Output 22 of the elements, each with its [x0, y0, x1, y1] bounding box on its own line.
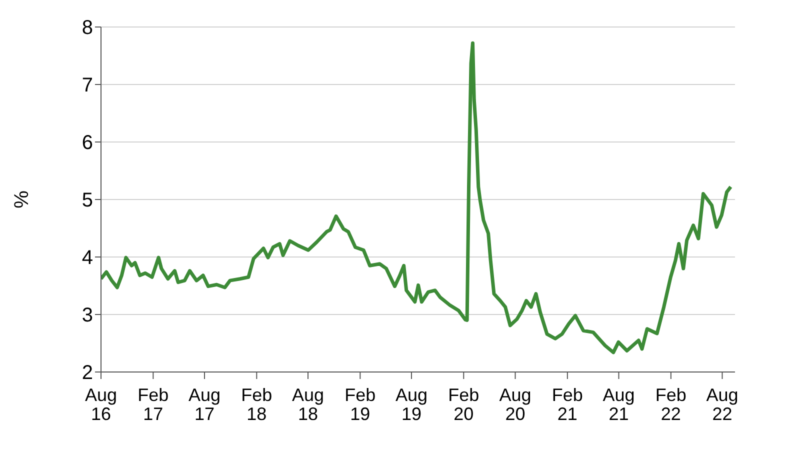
x-tick-label: Feb 19: [344, 385, 376, 424]
y-tick-label: 3: [82, 304, 93, 327]
x-tick-label: Aug 22: [706, 385, 738, 424]
x-tick-label: Feb 18: [241, 385, 272, 424]
x-tick-label: Feb 21: [552, 385, 583, 424]
x-tick-label: Aug 20: [499, 385, 532, 424]
y-tick-label: 5: [82, 190, 93, 212]
x-tick-label: Aug 17: [188, 385, 221, 424]
x-tick-label: Feb 17: [138, 385, 169, 424]
y-tick-label: 7: [82, 74, 93, 97]
x-tick-label: Aug 19: [395, 385, 428, 424]
x-tick-label: Aug 21: [602, 385, 635, 424]
x-tick-label: Aug 16: [84, 385, 118, 424]
x-tick-label: Feb 22: [655, 385, 686, 424]
y-tick-label: 2: [82, 362, 93, 384]
y-axis-title: %: [11, 190, 34, 208]
y-tick-label: 6: [82, 132, 93, 154]
x-tick-label: Aug 18: [292, 385, 324, 424]
line-series: [101, 41, 732, 354]
x-tick-label: Feb 20: [448, 385, 480, 424]
y-tick-label: 4: [82, 247, 93, 270]
y-tick-label: 8: [82, 17, 93, 40]
